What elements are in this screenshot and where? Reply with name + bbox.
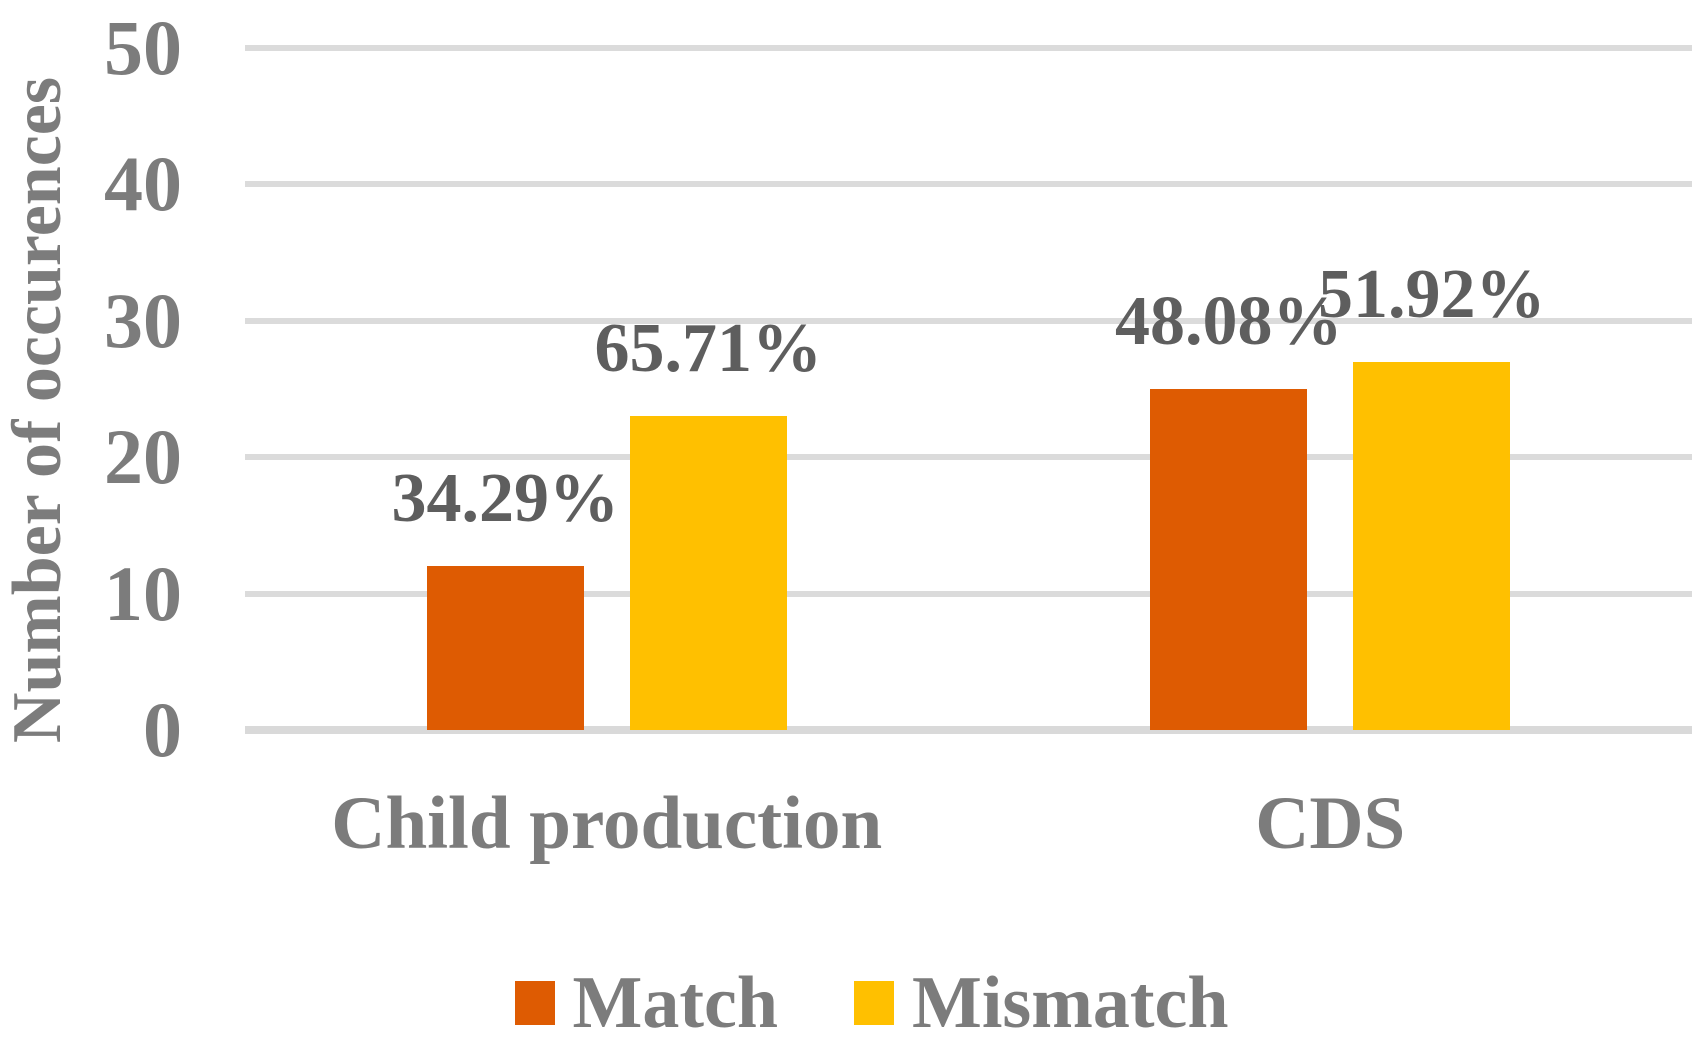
bar-match-cds <box>1150 389 1308 730</box>
bar-match-child-production <box>426 566 584 730</box>
y-tick-label: 30 <box>104 276 182 364</box>
legend-swatch-match <box>514 981 555 1025</box>
legend-label-mismatch: Mismatch <box>912 962 1229 1044</box>
x-category-label-cds: CDS <box>1255 782 1406 865</box>
data-label-match-child-production: 34.29% <box>391 460 620 538</box>
legend-item-match: Match <box>514 962 779 1044</box>
bar-mismatch-cds <box>1353 361 1511 730</box>
data-label-mismatch-child-production: 65.71% <box>594 310 823 388</box>
y-tick-label: 40 <box>104 140 182 228</box>
gridline <box>245 181 1692 188</box>
data-label-match-cds: 48.08% <box>1115 283 1343 360</box>
legend-item-mismatch: Mismatch <box>854 966 1229 1040</box>
bar-mismatch-child-production <box>629 416 787 730</box>
legend: Match Mismatch <box>514 966 1229 1040</box>
data-label-mismatch-cds: 51.92% <box>1318 255 1546 333</box>
y-tick-label: 20 <box>104 413 182 501</box>
gridline <box>245 454 1692 461</box>
gridline <box>245 45 1692 51</box>
gridline <box>245 590 1692 597</box>
legend-label-match: Match <box>572 962 779 1044</box>
x-axis-baseline <box>245 726 1692 734</box>
x-category-label-child-production: Child production <box>331 782 883 865</box>
y-tick-label: 10 <box>104 549 182 637</box>
gridline <box>245 317 1692 324</box>
y-tick-label: 50 <box>104 4 182 91</box>
legend-swatch-mismatch <box>854 981 894 1025</box>
y-tick-label: 0 <box>143 686 182 773</box>
